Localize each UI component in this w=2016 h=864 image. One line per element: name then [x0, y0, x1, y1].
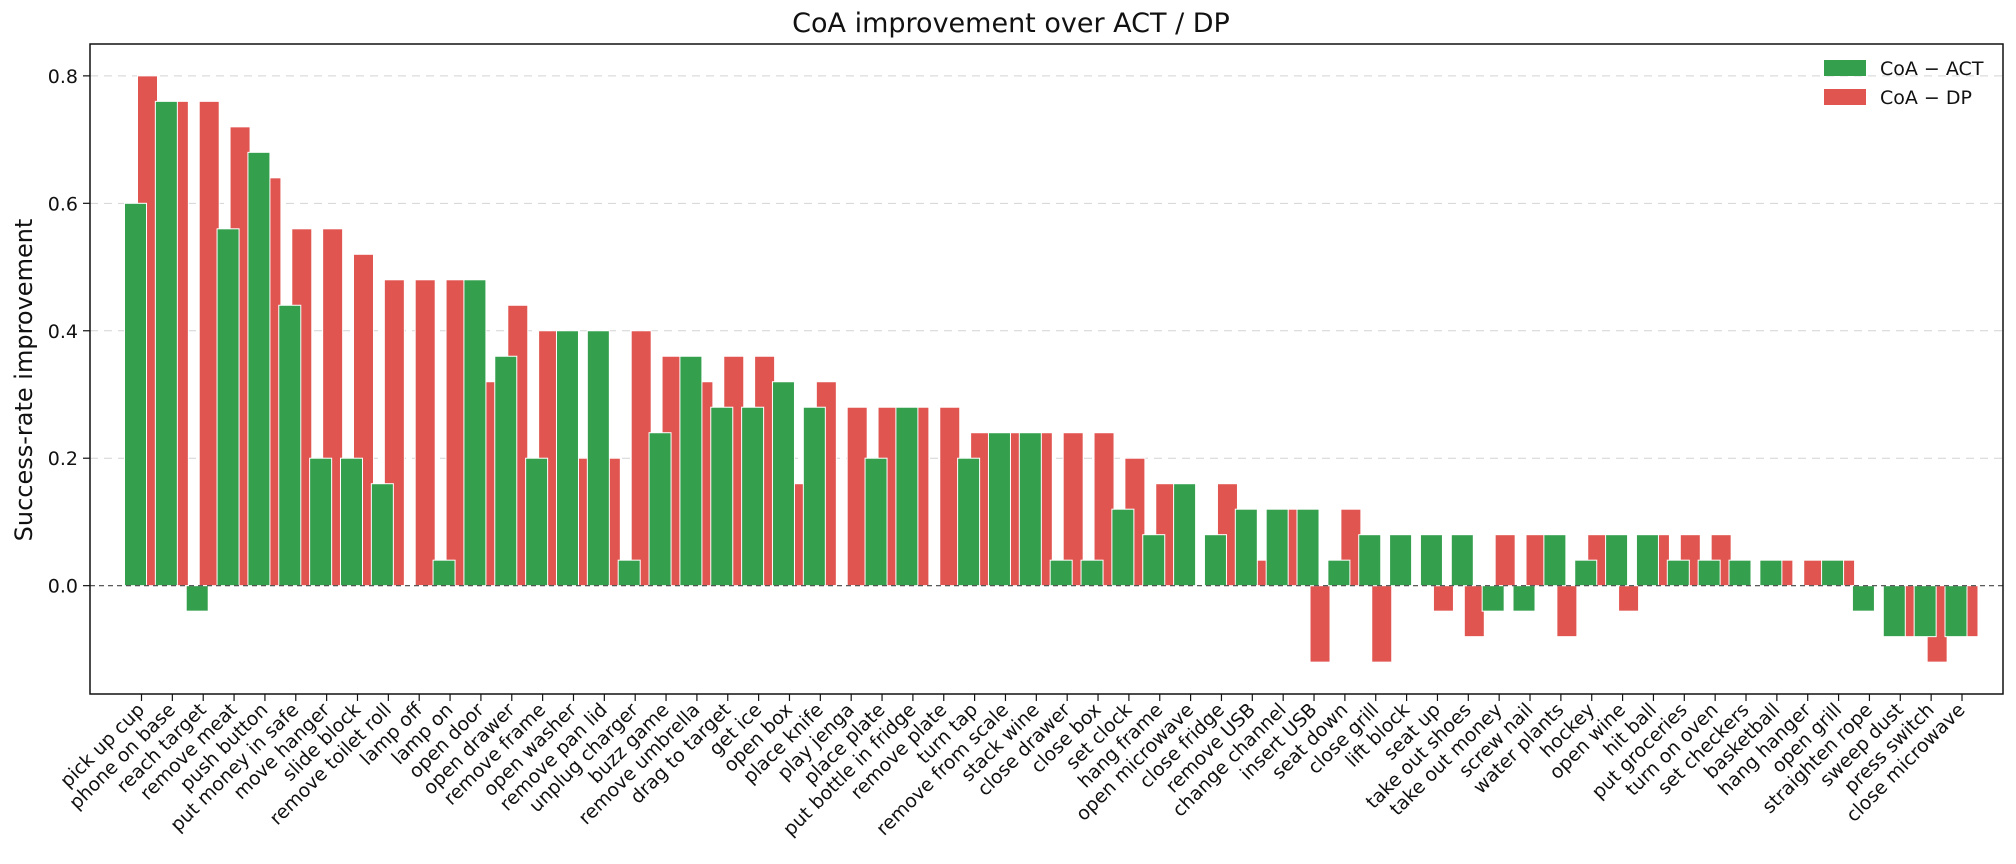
bar-act — [371, 484, 393, 586]
bar-act — [1204, 535, 1226, 586]
bar-act — [310, 458, 332, 585]
bar-dp — [1464, 586, 1484, 637]
bar-act — [1760, 560, 1782, 585]
legend-label: CoA − ACT — [1880, 58, 1984, 80]
bar-act — [217, 229, 239, 586]
bar-dp — [446, 280, 466, 586]
bar-act — [495, 356, 517, 585]
bar-act — [1266, 509, 1288, 585]
bar-act — [1297, 509, 1319, 585]
bar-act — [125, 203, 147, 585]
bar-dp — [1526, 535, 1546, 586]
bar-act — [711, 407, 733, 585]
bar-act — [433, 560, 455, 585]
bar-act — [464, 280, 486, 586]
y-tick-label: 0.6 — [48, 193, 78, 215]
y-tick-label: 0.4 — [48, 321, 78, 343]
bar-dp — [940, 407, 960, 585]
bar-dp — [1372, 586, 1392, 662]
bar-act — [1019, 433, 1041, 586]
bar-act — [1235, 509, 1257, 585]
bar-act — [526, 458, 548, 585]
bar-act — [988, 433, 1010, 586]
bar-act — [896, 407, 918, 585]
chart-title: CoA improvement over ACT / DP — [792, 8, 1230, 39]
bar-act — [680, 356, 702, 585]
bars — [125, 76, 1979, 662]
bar-act — [1667, 560, 1689, 585]
bar-act — [556, 331, 578, 586]
bar-act — [1822, 560, 1844, 585]
bar-act — [1050, 560, 1072, 585]
y-tick-label: 0.8 — [48, 66, 78, 88]
bar-dp — [847, 407, 867, 585]
bar-act — [1359, 535, 1381, 586]
bar-act — [1420, 535, 1442, 586]
bar-act — [186, 586, 208, 611]
bar-act — [1575, 560, 1597, 585]
bar-act — [1636, 535, 1658, 586]
bar-act — [1513, 586, 1535, 611]
bar-act — [1698, 560, 1720, 585]
bar-act — [742, 407, 764, 585]
bar-act — [1174, 484, 1196, 586]
bar-dp — [1433, 586, 1453, 611]
bar-act — [1112, 509, 1134, 585]
bar-act — [958, 458, 980, 585]
bar-act — [1451, 535, 1473, 586]
bar-act — [279, 305, 301, 585]
bar-dp — [1495, 535, 1515, 586]
chart: CoA improvement over ACT / DP Success-ra… — [0, 0, 2016, 864]
bar-act — [618, 560, 640, 585]
bar-act — [1081, 560, 1103, 585]
bar-act — [155, 101, 177, 585]
bar-act — [1945, 586, 1967, 637]
bar-act — [1606, 535, 1628, 586]
bar-act — [340, 458, 362, 585]
bar-act — [1729, 560, 1751, 585]
plot-frame — [90, 44, 2003, 694]
y-tick-label: 0.0 — [48, 576, 78, 598]
bar-dp — [199, 101, 219, 585]
bar-act — [1390, 535, 1412, 586]
bar-act — [803, 407, 825, 585]
bar-dp — [1310, 586, 1330, 662]
y-tick-label: 0.2 — [48, 448, 78, 470]
bar-dp — [1619, 586, 1639, 611]
y-axis-label: Success-rate improvement — [10, 219, 38, 542]
bar-act — [772, 382, 794, 586]
bar-dp — [1557, 586, 1577, 637]
bar-act — [1883, 586, 1905, 637]
bar-dp — [631, 331, 651, 586]
bar-act — [1852, 586, 1874, 611]
bar-act — [1544, 535, 1566, 586]
y-axis: 0.0 0.2 0.4 0.6 0.8 — [48, 66, 90, 598]
bar-dp — [1804, 560, 1824, 585]
legend-swatch — [1824, 60, 1866, 76]
bar-act — [248, 152, 270, 585]
bar-act — [1914, 586, 1936, 637]
bar-act — [1328, 560, 1350, 585]
bar-act — [1482, 586, 1504, 611]
legend-swatch — [1824, 89, 1866, 105]
gridlines — [90, 76, 2003, 458]
legend-label: CoA − DP — [1880, 87, 1972, 109]
bar-act — [865, 458, 887, 585]
bar-act — [649, 433, 671, 586]
bar-act — [1143, 535, 1165, 586]
bar-dp — [415, 280, 435, 586]
legend: CoA − ACT CoA − DP — [1824, 58, 1984, 109]
bar-act — [587, 331, 609, 586]
